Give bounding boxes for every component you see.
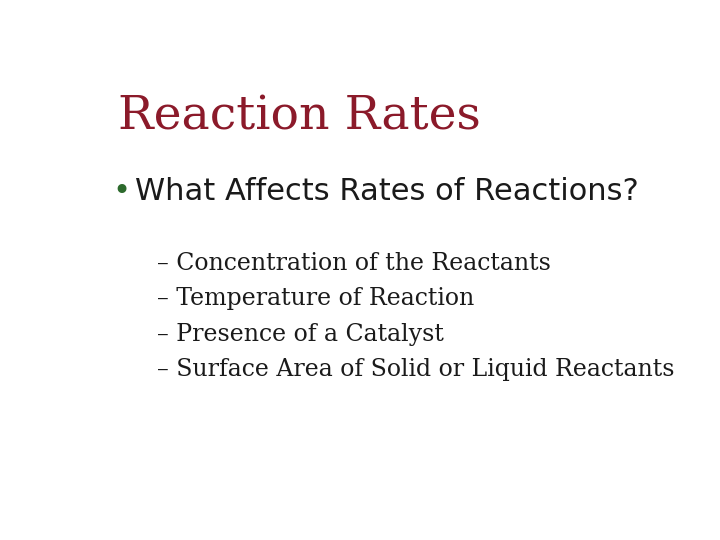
Text: – Presence of a Catalyst: – Presence of a Catalyst bbox=[157, 322, 444, 346]
Text: Reaction Rates: Reaction Rates bbox=[118, 94, 481, 139]
Text: •: • bbox=[112, 177, 130, 206]
Text: – Temperature of Reaction: – Temperature of Reaction bbox=[157, 287, 474, 310]
Text: – Concentration of the Reactants: – Concentration of the Reactants bbox=[157, 252, 551, 275]
Text: – Surface Area of Solid or Liquid Reactants: – Surface Area of Solid or Liquid Reacta… bbox=[157, 358, 675, 381]
Text: What Affects Rates of Reactions?: What Affects Rates of Reactions? bbox=[135, 177, 639, 206]
